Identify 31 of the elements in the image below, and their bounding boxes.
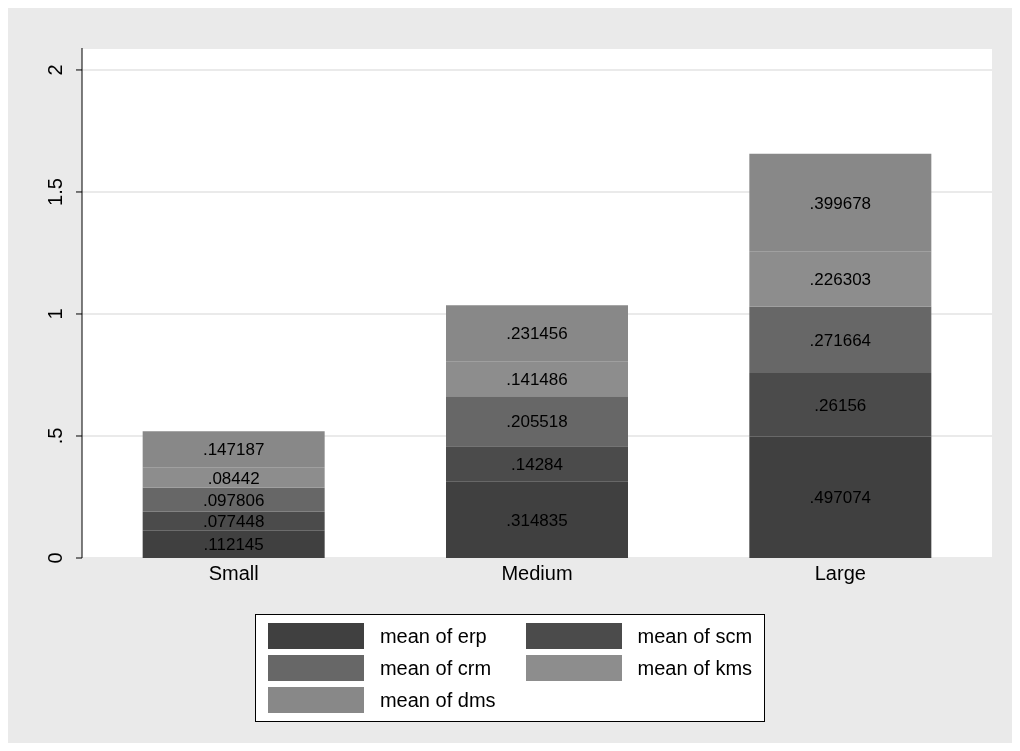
legend-label: mean of crm: [379, 656, 492, 680]
data-label: .08442: [207, 468, 260, 488]
data-label: .314835: [506, 510, 568, 530]
x-tick-label: Medium: [501, 562, 573, 585]
data-label: .399678: [809, 193, 872, 213]
y-tick-label: .5: [44, 427, 66, 445]
data-label: .112145: [203, 535, 264, 555]
y-tick-label: 1: [44, 308, 66, 320]
data-label: .271664: [809, 330, 872, 350]
data-label: .205518: [506, 412, 568, 432]
data-label: .226303: [809, 270, 872, 290]
y-tick-label: 2: [44, 64, 66, 76]
legend-label: mean of dms: [379, 688, 496, 712]
y-tick-label: 1.5: [44, 178, 66, 206]
legend-label: mean of erp: [379, 624, 487, 648]
bar: [142, 487, 325, 512]
y-tick-label: 0: [44, 552, 66, 564]
data-label: .14284: [511, 454, 563, 474]
data-label: .097806: [202, 490, 265, 510]
bar: [749, 306, 932, 373]
data-label: .231456: [506, 324, 568, 344]
data-label: .077448: [202, 512, 265, 532]
legend-label: mean of kms: [637, 656, 753, 680]
data-label: .141486: [506, 369, 568, 389]
data-label: .26156: [814, 395, 867, 415]
bar: [446, 396, 628, 447]
x-tick-label: Small: [208, 562, 259, 585]
x-tick-label: Large: [814, 562, 866, 585]
data-label: .147187: [202, 440, 265, 460]
legend-label: mean of scm: [637, 624, 753, 648]
data-label: .497074: [809, 488, 872, 508]
